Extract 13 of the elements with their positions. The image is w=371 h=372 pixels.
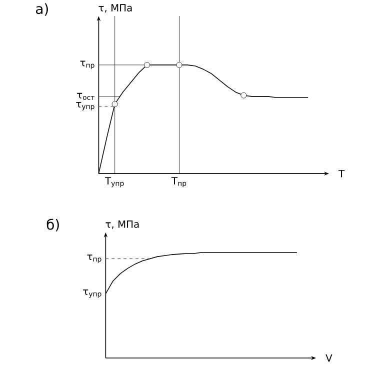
- chart-title: б): [46, 218, 59, 232]
- y-axis-title: τ, МПа: [106, 220, 139, 229]
- text: τ$_{упр}$: [83, 289, 102, 298]
- x-tick-label: T$_{упр}$: [105, 177, 124, 188]
- ref-line-label: τ$_{пр}$: [80, 60, 94, 70]
- x-axis-title: T: [338, 170, 345, 178]
- ref-line-label: τ$_{упр}$: [76, 102, 94, 110]
- chart-title: а): [36, 3, 48, 16]
- ref-line-label: τ$_{пр}$: [87, 254, 102, 263]
- x-tick-label: T$_{пр}$: [171, 177, 186, 188]
- ref-line-label: τ$_{ост}$: [77, 92, 95, 100]
- x-axis-title: V: [326, 354, 332, 362]
- y-axis-title: τ, МПа: [98, 4, 132, 13]
